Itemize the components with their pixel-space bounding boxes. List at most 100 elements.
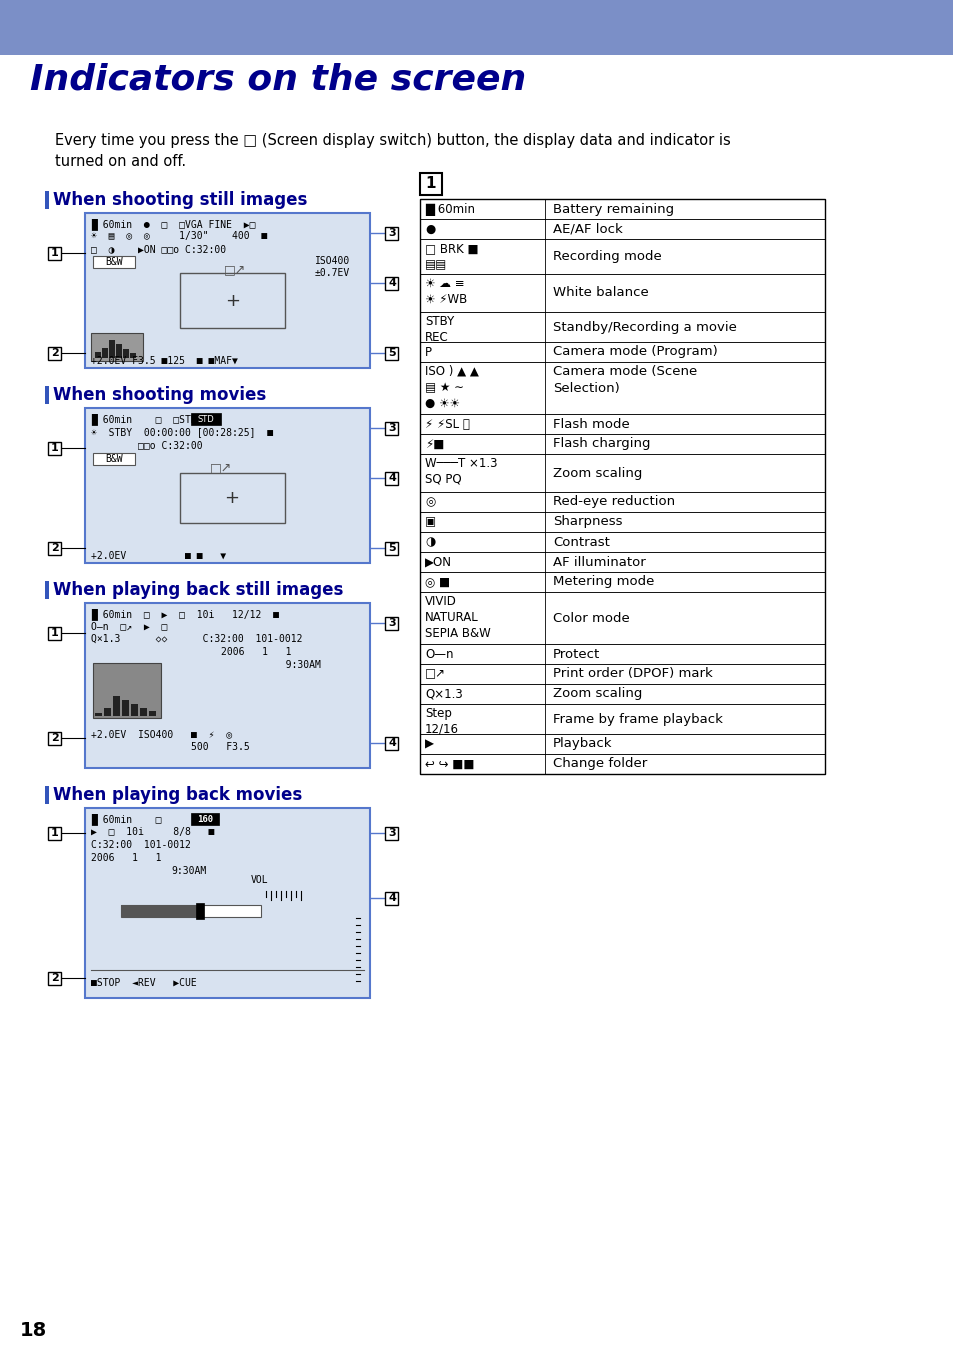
Text: Camera mode (Program): Camera mode (Program) [553, 346, 717, 358]
Bar [419, 342, 824, 362]
Text: 5: 5 [388, 543, 395, 554]
Text: □  ◑    ▶ON □□o C:32:00: □ ◑ ▶ON □□o C:32:00 [91, 244, 226, 254]
Bar [45, 191, 49, 209]
Text: Playback: Playback [553, 737, 612, 750]
Bar [0, 0, 953, 56]
Text: 1: 1 [51, 828, 59, 839]
Bar [49, 731, 61, 745]
Bar [45, 786, 49, 803]
Text: +2.0EV F3.5 ■125  ■ ■MAF▼: +2.0EV F3.5 ■125 ■ ■MAF▼ [91, 356, 237, 366]
Bar [85, 807, 370, 997]
Text: 2: 2 [51, 733, 59, 744]
Text: +2.0EV  ISO400: +2.0EV ISO400 [91, 730, 173, 740]
Text: Red-eye reduction: Red-eye reduction [553, 495, 675, 509]
Bar [419, 734, 824, 754]
Text: Every time you press the □ (Screen display switch) button, the display data and : Every time you press the □ (Screen displ… [55, 133, 730, 170]
Text: STD: STD [197, 414, 214, 423]
Bar [123, 349, 129, 358]
Bar [385, 616, 398, 630]
Text: 3: 3 [388, 617, 395, 628]
Text: ☀ ☁ ≡
☀ ⚡WB: ☀ ☁ ≡ ☀ ⚡WB [424, 277, 467, 305]
Text: Standby/Recording a movie: Standby/Recording a movie [553, 320, 736, 334]
Bar [140, 708, 147, 716]
Text: Protect: Protect [553, 647, 599, 661]
Text: 2: 2 [51, 973, 59, 982]
Bar [130, 353, 136, 358]
Bar [149, 711, 156, 716]
Text: VOL: VOL [251, 875, 269, 885]
Text: Step
12/16: Step 12/16 [424, 707, 458, 735]
Bar [92, 256, 135, 267]
Text: ⚡■: ⚡■ [424, 437, 444, 451]
Text: ☀  STBY  00:00:00 [00:28:25]  ■: ☀ STBY 00:00:00 [00:28:25] ■ [91, 427, 273, 437]
Text: 500   F3.5: 500 F3.5 [191, 742, 250, 752]
Bar [191, 813, 219, 825]
Text: Frame by frame playback: Frame by frame playback [553, 712, 722, 726]
Text: ▣: ▣ [424, 516, 436, 528]
Bar [109, 341, 115, 358]
Text: AE/AF lock: AE/AF lock [553, 223, 622, 236]
Bar [122, 700, 129, 716]
Bar [49, 441, 61, 455]
Text: ■  ⚡  ◎: ■ ⚡ ◎ [191, 730, 232, 740]
Bar [45, 581, 49, 598]
Text: STBY
REC: STBY REC [424, 315, 454, 345]
Bar [49, 346, 61, 360]
Text: 2: 2 [51, 543, 59, 554]
Bar [385, 737, 398, 749]
Bar [419, 552, 824, 573]
Text: O—n: O—n [424, 647, 453, 661]
Text: O—n  □↗  ▶  □: O—n □↗ ▶ □ [91, 622, 167, 631]
Bar [121, 905, 261, 917]
Text: Zoom scaling: Zoom scaling [553, 467, 641, 479]
Bar [419, 493, 824, 512]
Bar [45, 385, 49, 404]
Bar [85, 603, 370, 768]
Text: Contrast: Contrast [553, 536, 609, 548]
Text: 1: 1 [51, 442, 59, 453]
Bar [385, 277, 398, 289]
Bar [121, 905, 201, 917]
Text: ◑: ◑ [424, 536, 435, 548]
Bar [49, 627, 61, 639]
Bar [131, 704, 138, 716]
Text: Sharpness: Sharpness [553, 516, 622, 528]
Text: When shooting still images: When shooting still images [53, 191, 307, 209]
Text: Metering mode: Metering mode [553, 575, 654, 589]
Text: █ 60min: █ 60min [424, 202, 475, 216]
Text: Camera mode (Scene
Selection): Camera mode (Scene Selection) [553, 365, 697, 395]
Bar [92, 453, 135, 465]
Bar [419, 754, 824, 773]
Text: □↗: □↗ [424, 668, 446, 680]
Text: 18: 18 [20, 1320, 48, 1339]
Bar [180, 474, 285, 522]
Bar [95, 712, 102, 716]
Text: 4: 4 [388, 278, 395, 288]
Bar [419, 512, 824, 532]
Text: □↗: □↗ [210, 461, 232, 474]
Text: 3: 3 [388, 228, 395, 237]
Text: 2006   1   1: 2006 1 1 [91, 854, 161, 863]
Text: Zoom scaling: Zoom scaling [553, 688, 641, 700]
Text: When playing back movies: When playing back movies [53, 786, 302, 803]
Bar [180, 273, 285, 328]
Text: █ 60min  □  ▶  □  10i   12/12  ■: █ 60min □ ▶ □ 10i 12/12 ■ [91, 608, 278, 620]
Text: +: + [225, 292, 240, 309]
Bar [385, 892, 398, 905]
Text: ISO400
±0.7EV: ISO400 ±0.7EV [314, 256, 350, 278]
Text: ▶  □  10i     8/8   ■: ▶ □ 10i 8/8 ■ [91, 826, 214, 837]
Bar [92, 664, 161, 718]
Bar [419, 362, 824, 414]
Text: 1: 1 [425, 176, 436, 191]
Text: Color mode: Color mode [553, 612, 629, 624]
Bar [104, 708, 111, 716]
Text: C:32:00  101-0012: C:32:00 101-0012 [91, 840, 191, 849]
Text: 160: 160 [196, 814, 213, 824]
Text: 5: 5 [388, 347, 395, 358]
Text: ◎: ◎ [424, 495, 435, 509]
Text: Indicators on the screen: Indicators on the screen [30, 62, 526, 96]
Text: □ BRK ■
▤▤: □ BRK ■ ▤▤ [424, 242, 478, 271]
Bar [91, 332, 143, 361]
Text: Q×1.3      ◇◇      C:32:00  101-0012: Q×1.3 ◇◇ C:32:00 101-0012 [91, 634, 302, 645]
Text: 1: 1 [51, 628, 59, 638]
